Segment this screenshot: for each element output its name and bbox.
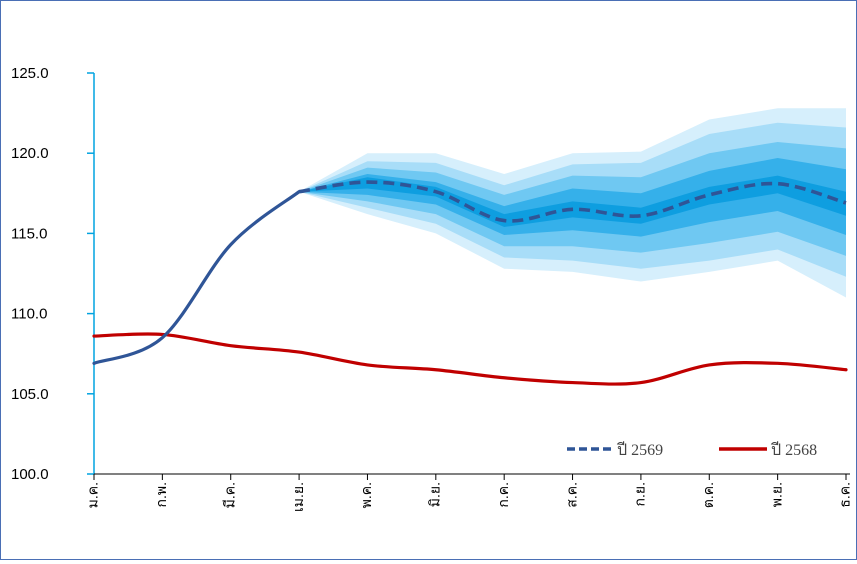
fan-band-5 — [299, 175, 847, 227]
x-tick-label: ก.พ. — [153, 482, 169, 507]
series-line-2568 — [92, 332, 848, 386]
x-tick-label: เม.ย. — [290, 482, 306, 512]
legend-label-2568: ปี 2568 — [771, 441, 818, 459]
series-line-2569-forecast — [298, 180, 847, 223]
x-tick-label: พ.ค. — [358, 482, 374, 508]
x-tick-label: ต.ค. — [700, 482, 716, 508]
legend-label-2569: ปี 2569 — [617, 441, 664, 459]
x-tick-label: ม.ค. — [85, 482, 101, 508]
y-tick-label: 110.0 — [11, 306, 47, 323]
legend: ปี 2569 ปี 2568 — [567, 441, 817, 459]
y-tick-label: 120.0 — [11, 145, 49, 162]
y-tick-label: 125.0 — [11, 65, 49, 82]
y-tick-label: 115.0 — [11, 225, 47, 242]
series-line-2569-actual — [92, 190, 301, 365]
x-tick-label: มิ.ย. — [427, 482, 443, 507]
axes: 100.0 105.0 110.0 115.0 120.0 125.0 ม.ค. ก.พ. มี… — [11, 65, 853, 512]
x-tick-label: ก.ย. — [632, 482, 648, 506]
x-tick-label: ธ.ค. — [837, 482, 853, 508]
x-tick-label: ก.ค. — [495, 482, 511, 508]
fan-bands — [299, 108, 847, 298]
y-tick-label: 105.0 — [11, 386, 49, 403]
x-tick-label: พ.ย. — [768, 482, 784, 507]
series-lines — [92, 180, 848, 386]
fan-band-4 — [299, 158, 847, 237]
x-tick-label: ส.ค. — [563, 482, 579, 508]
y-tick-label: 100.0 — [11, 466, 49, 483]
x-tick-label: มี.ค. — [221, 482, 237, 508]
